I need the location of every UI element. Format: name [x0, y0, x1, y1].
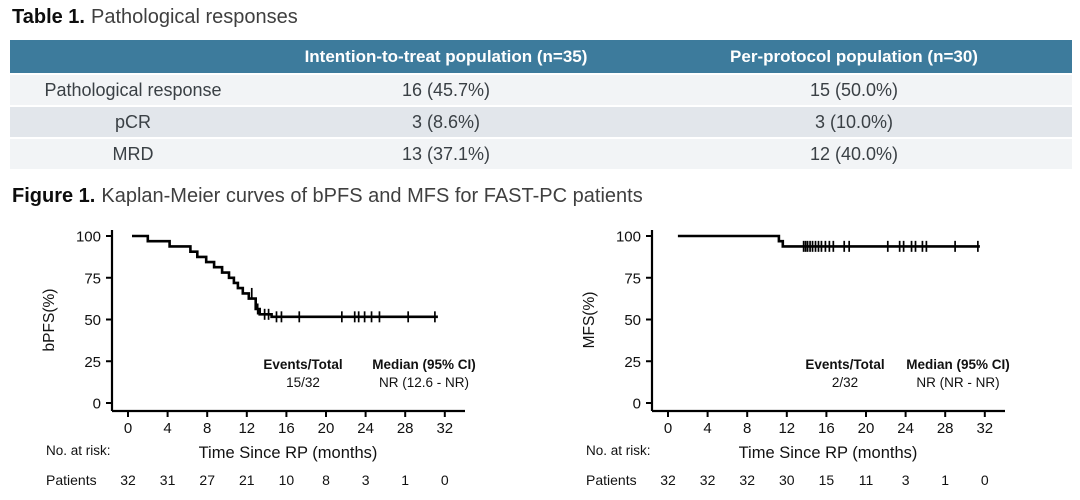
- row-itt-value: 16 (45.7%): [256, 75, 636, 105]
- risk-count: 3: [902, 472, 910, 488]
- events-total-label: Events/Total: [805, 357, 884, 372]
- risk-count: 32: [660, 472, 676, 488]
- y-axis-label: MFS(%): [581, 292, 598, 349]
- figure-caption: Figure 1. Kaplan-Meier curves of bPFS and…: [12, 185, 643, 208]
- events-total-value: 15/32: [286, 375, 320, 390]
- table-header-itt: Intention-to-treat population (n=35): [256, 40, 636, 73]
- median-ci-value: NR (12.6 - NR): [379, 375, 469, 390]
- risk-count: 11: [859, 472, 874, 488]
- y-tick-label: 50: [624, 312, 641, 329]
- risk-count: 10: [279, 472, 295, 488]
- survival-curve: [132, 234, 438, 319]
- risk-row-label: Patients: [586, 472, 637, 488]
- x-axis-label: Time Since RP (months): [199, 444, 378, 462]
- km-plot-mfs-svg: 100 75 50 25 0 0 4 8 12 16 20 24 28 32 Time Since RP (…: [581, 229, 1010, 489]
- y-tick-label: 75: [624, 270, 641, 287]
- risk-count: 1: [401, 472, 409, 488]
- risk-count: 30: [779, 472, 795, 488]
- row-itt-value: 3 (8.6%): [256, 107, 636, 137]
- y-tick-label: 100: [616, 229, 641, 246]
- risk-count: 32: [120, 472, 136, 488]
- risk-count: 32: [700, 472, 716, 488]
- x-tick-label: 12: [778, 420, 795, 437]
- x-tick-label: 24: [357, 420, 374, 437]
- x-tick-label: 8: [203, 420, 211, 437]
- y-tick-label: 75: [84, 270, 101, 287]
- y-tick-label: 100: [76, 229, 101, 246]
- y-tick-label: 0: [633, 396, 641, 413]
- table-caption: Table 1. Pathological responses: [12, 6, 298, 29]
- risk-count: 32: [739, 472, 755, 488]
- risk-row-label: Patients: [46, 472, 97, 488]
- y-tick-label: 25: [624, 354, 641, 371]
- y-tick-label: 25: [84, 354, 101, 371]
- row-itt-value: 13 (37.1%): [256, 139, 636, 169]
- no-at-risk-label: No. at risk:: [586, 443, 651, 458]
- events-total-label: Events/Total: [263, 357, 342, 372]
- figure-caption-text: Kaplan-Meier curves of bPFS and MFS for …: [101, 185, 643, 207]
- risk-count: 1: [941, 472, 949, 488]
- x-tick-label: 12: [238, 420, 255, 437]
- table-caption-number: Table 1.: [12, 6, 85, 28]
- x-tick-label: 32: [976, 420, 993, 437]
- table-header-pp: Per-protocol population (n=30): [636, 40, 1072, 73]
- x-tick-label: 20: [318, 420, 335, 437]
- x-tick-label: 4: [703, 420, 711, 437]
- no-at-risk-label: No. at risk:: [46, 443, 111, 458]
- x-tick-label: 0: [664, 420, 672, 437]
- risk-count: 27: [199, 472, 215, 488]
- risk-count: 31: [160, 472, 176, 488]
- row-pp-value: 15 (50.0%): [636, 75, 1072, 105]
- x-tick-label: 16: [818, 420, 835, 437]
- table-header-empty: [10, 40, 256, 73]
- median-ci-label: Median (95% CI): [906, 357, 1010, 372]
- median-ci-value: NR (NR - NR): [916, 375, 999, 390]
- x-tick-label: 28: [397, 420, 414, 437]
- km-chart-bpfs: 100 75 50 25 0 0 4 8 12 16 20 24 28 32 Time Since RP (…: [30, 222, 540, 500]
- x-tick-label: 8: [743, 420, 751, 437]
- risk-count: 3: [362, 472, 370, 488]
- risk-count: 0: [441, 472, 449, 488]
- row-pp-value: 3 (10.0%): [636, 107, 1072, 137]
- x-tick-label: 32: [436, 420, 453, 437]
- x-tick-label: 24: [897, 420, 914, 437]
- risk-count: 21: [239, 472, 255, 488]
- y-tick-label: 50: [84, 312, 101, 329]
- x-tick-label: 28: [937, 420, 954, 437]
- km-chart-mfs: 100 75 50 25 0 0 4 8 12 16 20 24 28 32 Time Since RP (…: [570, 222, 1080, 500]
- row-label: MRD: [10, 139, 256, 169]
- table-caption-text: Pathological responses: [91, 6, 298, 28]
- y-axis-label: bPFS(%): [41, 289, 58, 352]
- row-label: Pathological response: [10, 75, 256, 105]
- x-tick-label: 4: [163, 420, 171, 437]
- x-tick-label: 20: [858, 420, 875, 437]
- x-tick-label: 16: [278, 420, 295, 437]
- row-pp-value: 12 (40.0%): [636, 139, 1072, 169]
- risk-count: 8: [322, 472, 330, 488]
- x-tick-label: 0: [124, 420, 132, 437]
- risk-count: 15: [819, 472, 835, 488]
- figure-caption-number: Figure 1.: [12, 185, 96, 207]
- row-label: pCR: [10, 107, 256, 137]
- median-ci-label: Median (95% CI): [372, 357, 476, 372]
- x-axis-label: Time Since RP (months): [739, 444, 918, 462]
- pathological-response-table: Intention-to-treat population (n=35) Per…: [10, 40, 1072, 169]
- events-total-value: 2/32: [832, 375, 858, 390]
- risk-count: 0: [981, 472, 989, 488]
- y-tick-label: 0: [93, 396, 101, 413]
